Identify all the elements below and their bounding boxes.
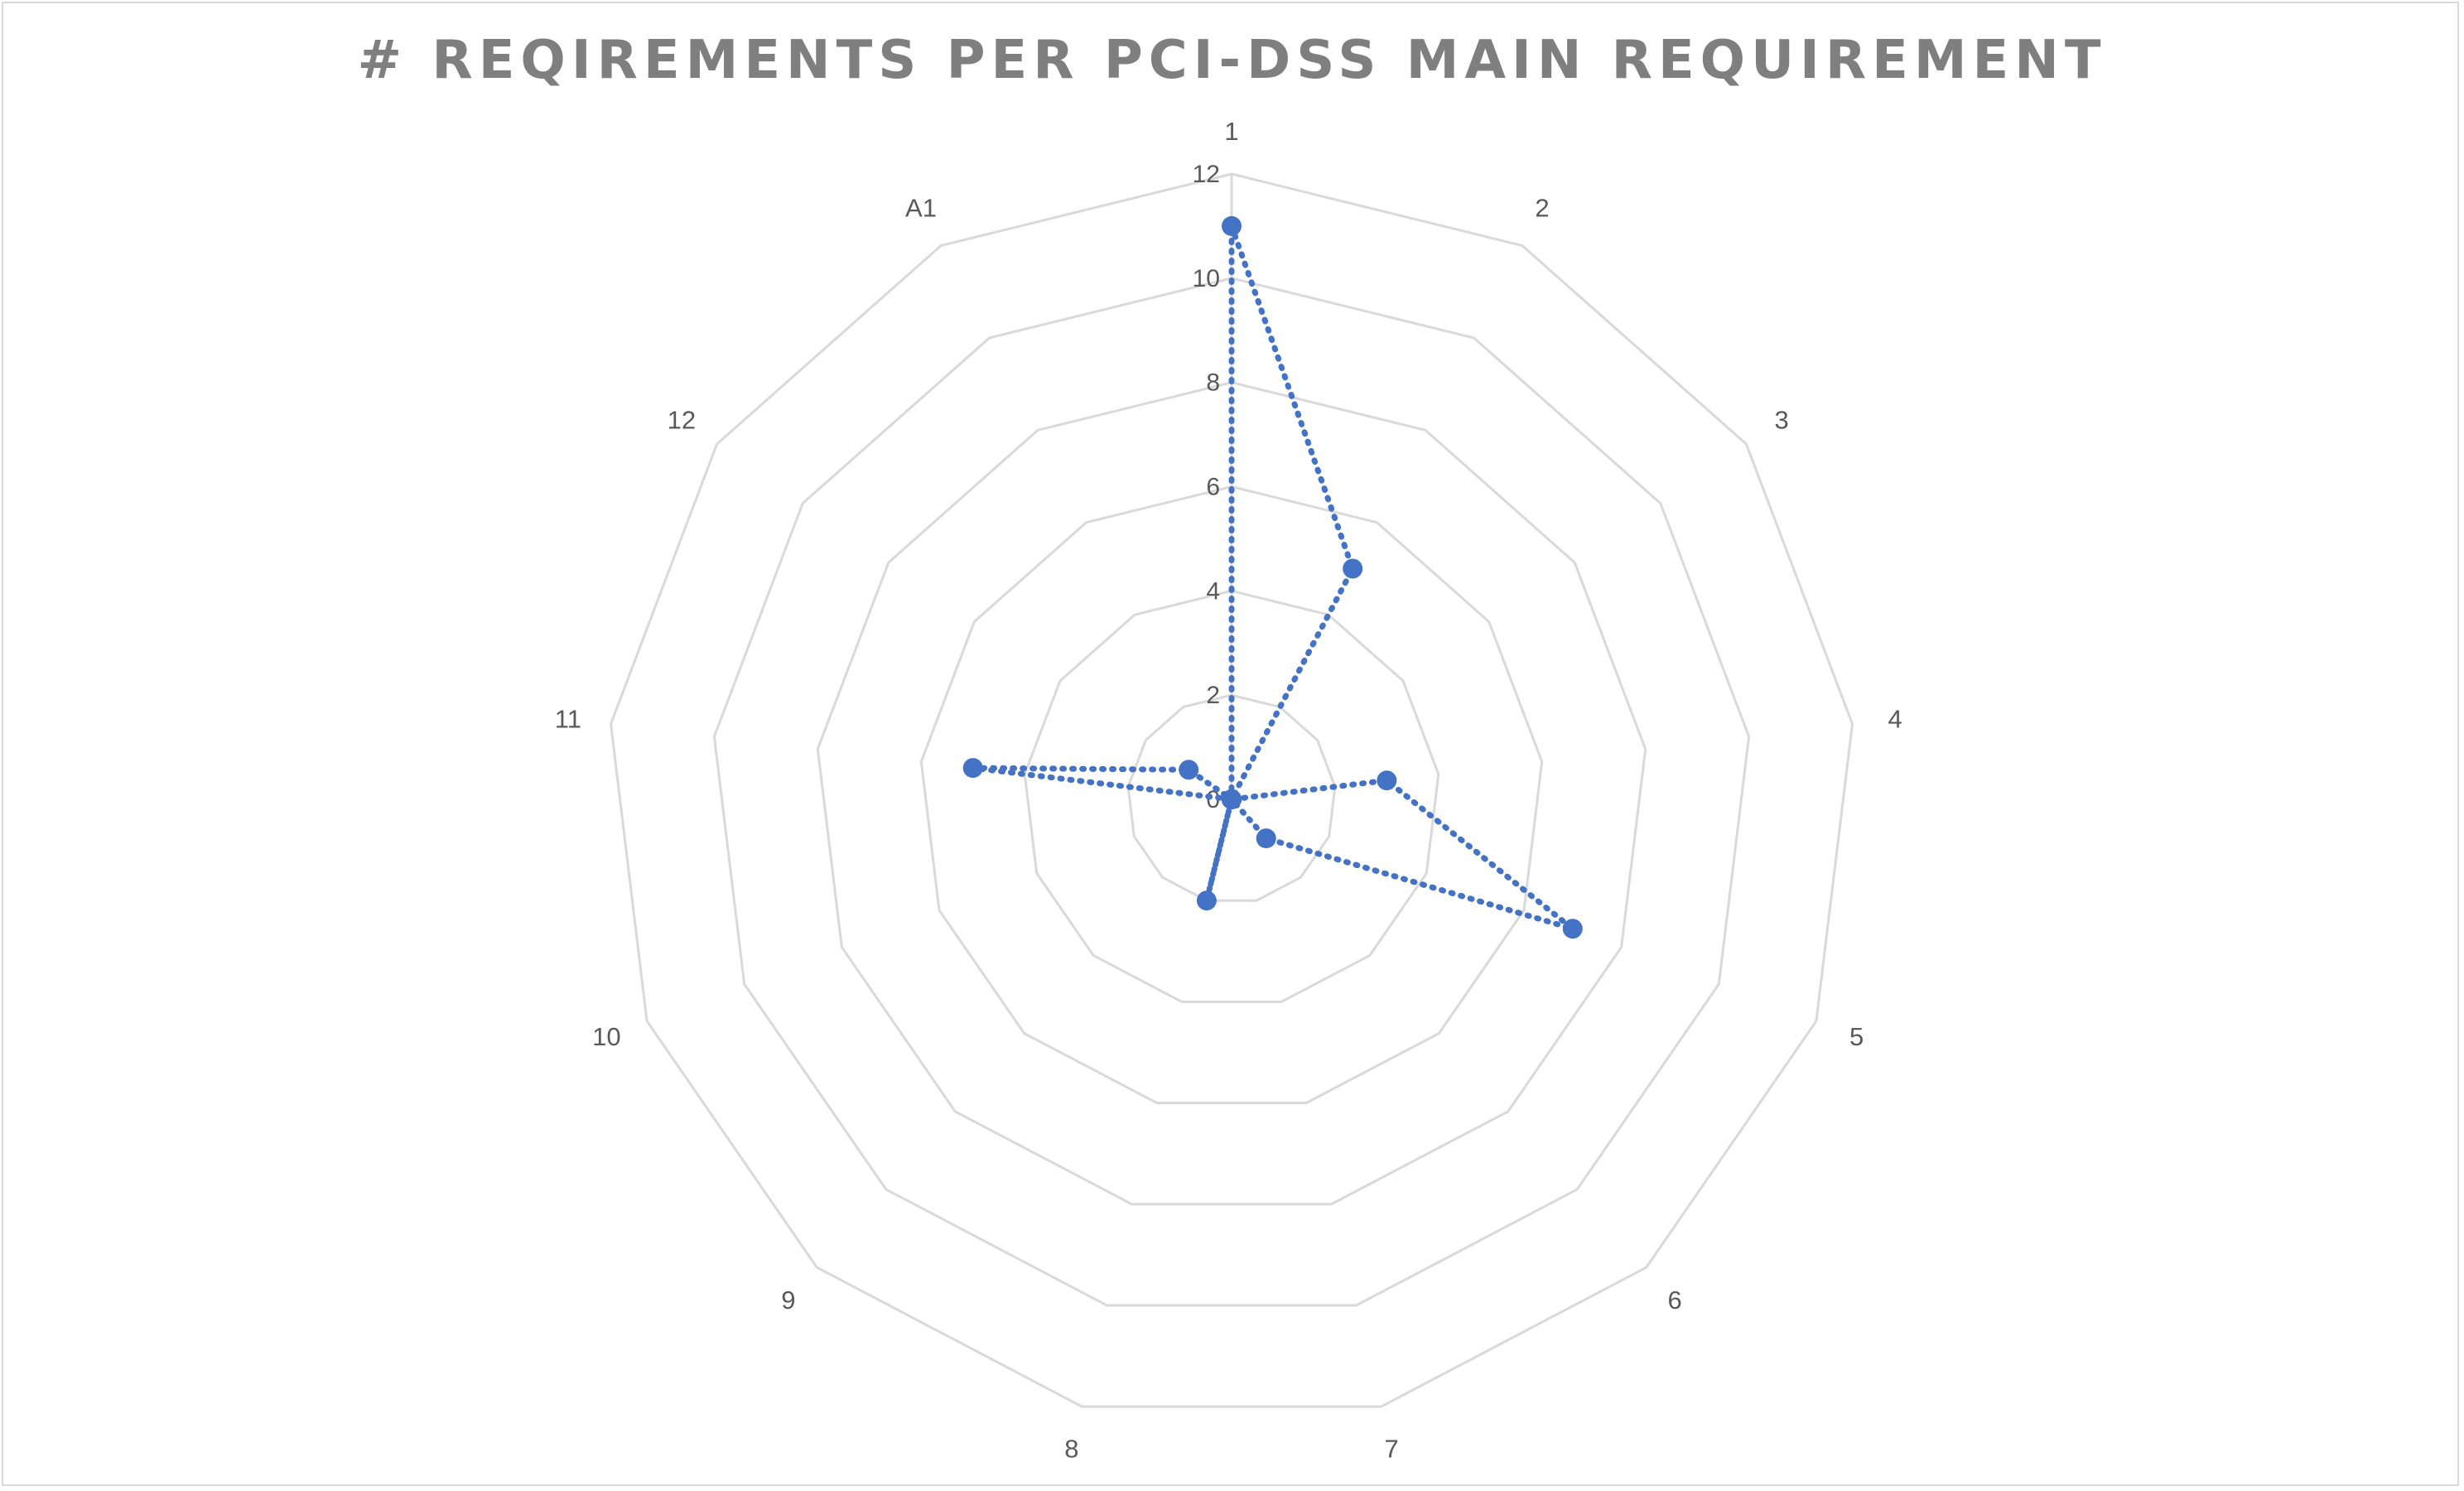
radial-tick-label: 4 <box>1206 577 1220 605</box>
grid-ring-10 <box>712 277 1751 1307</box>
data-point-5 <box>1562 919 1583 939</box>
category-label-3: 3 <box>1774 406 1788 435</box>
category-label-4: 4 <box>1888 705 1902 734</box>
data-point-8 <box>1196 890 1217 911</box>
series-line <box>970 223 1576 932</box>
grid-ring-12 <box>609 172 1854 1408</box>
grid-ring-6 <box>919 485 1544 1104</box>
radial-tick-label: 12 <box>1193 161 1220 188</box>
category-label-A1: A1 <box>905 193 937 222</box>
category-label-12: 12 <box>668 406 696 435</box>
grid-ring-8 <box>816 381 1647 1206</box>
data-point-4 <box>1377 770 1397 791</box>
category-label-9: 9 <box>781 1286 795 1315</box>
radial-tick-label: 0 <box>1206 786 1220 813</box>
grid-ring-2 <box>1126 693 1337 902</box>
category-label-11: 11 <box>555 705 581 734</box>
chart-title: # REQIREMENTS PER PCI-DSS MAIN REQUIREME… <box>357 30 2107 91</box>
radial-tick-label: 8 <box>1206 369 1220 397</box>
category-label-5: 5 <box>1849 1022 1864 1051</box>
data-point-6 <box>1256 828 1276 849</box>
category-label-8: 8 <box>1064 1435 1078 1464</box>
radial-tick-label: 2 <box>1206 682 1220 709</box>
data-point-1 <box>1222 215 1242 236</box>
data-point-A1 <box>1222 789 1242 809</box>
category-label-10: 10 <box>592 1022 620 1051</box>
radial-tick-label: 6 <box>1206 474 1220 501</box>
category-label-1: 1 <box>1224 117 1238 146</box>
category-label-2: 2 <box>1535 193 1549 222</box>
grid-ring-4 <box>1023 589 1440 1003</box>
category-label-7: 7 <box>1384 1435 1398 1464</box>
category-label-6: 6 <box>1667 1286 1681 1315</box>
data-point-11 <box>962 758 983 779</box>
radial-tick-label: 10 <box>1193 265 1220 292</box>
data-point-12 <box>1179 760 1199 780</box>
data-point-2 <box>1343 558 1363 579</box>
